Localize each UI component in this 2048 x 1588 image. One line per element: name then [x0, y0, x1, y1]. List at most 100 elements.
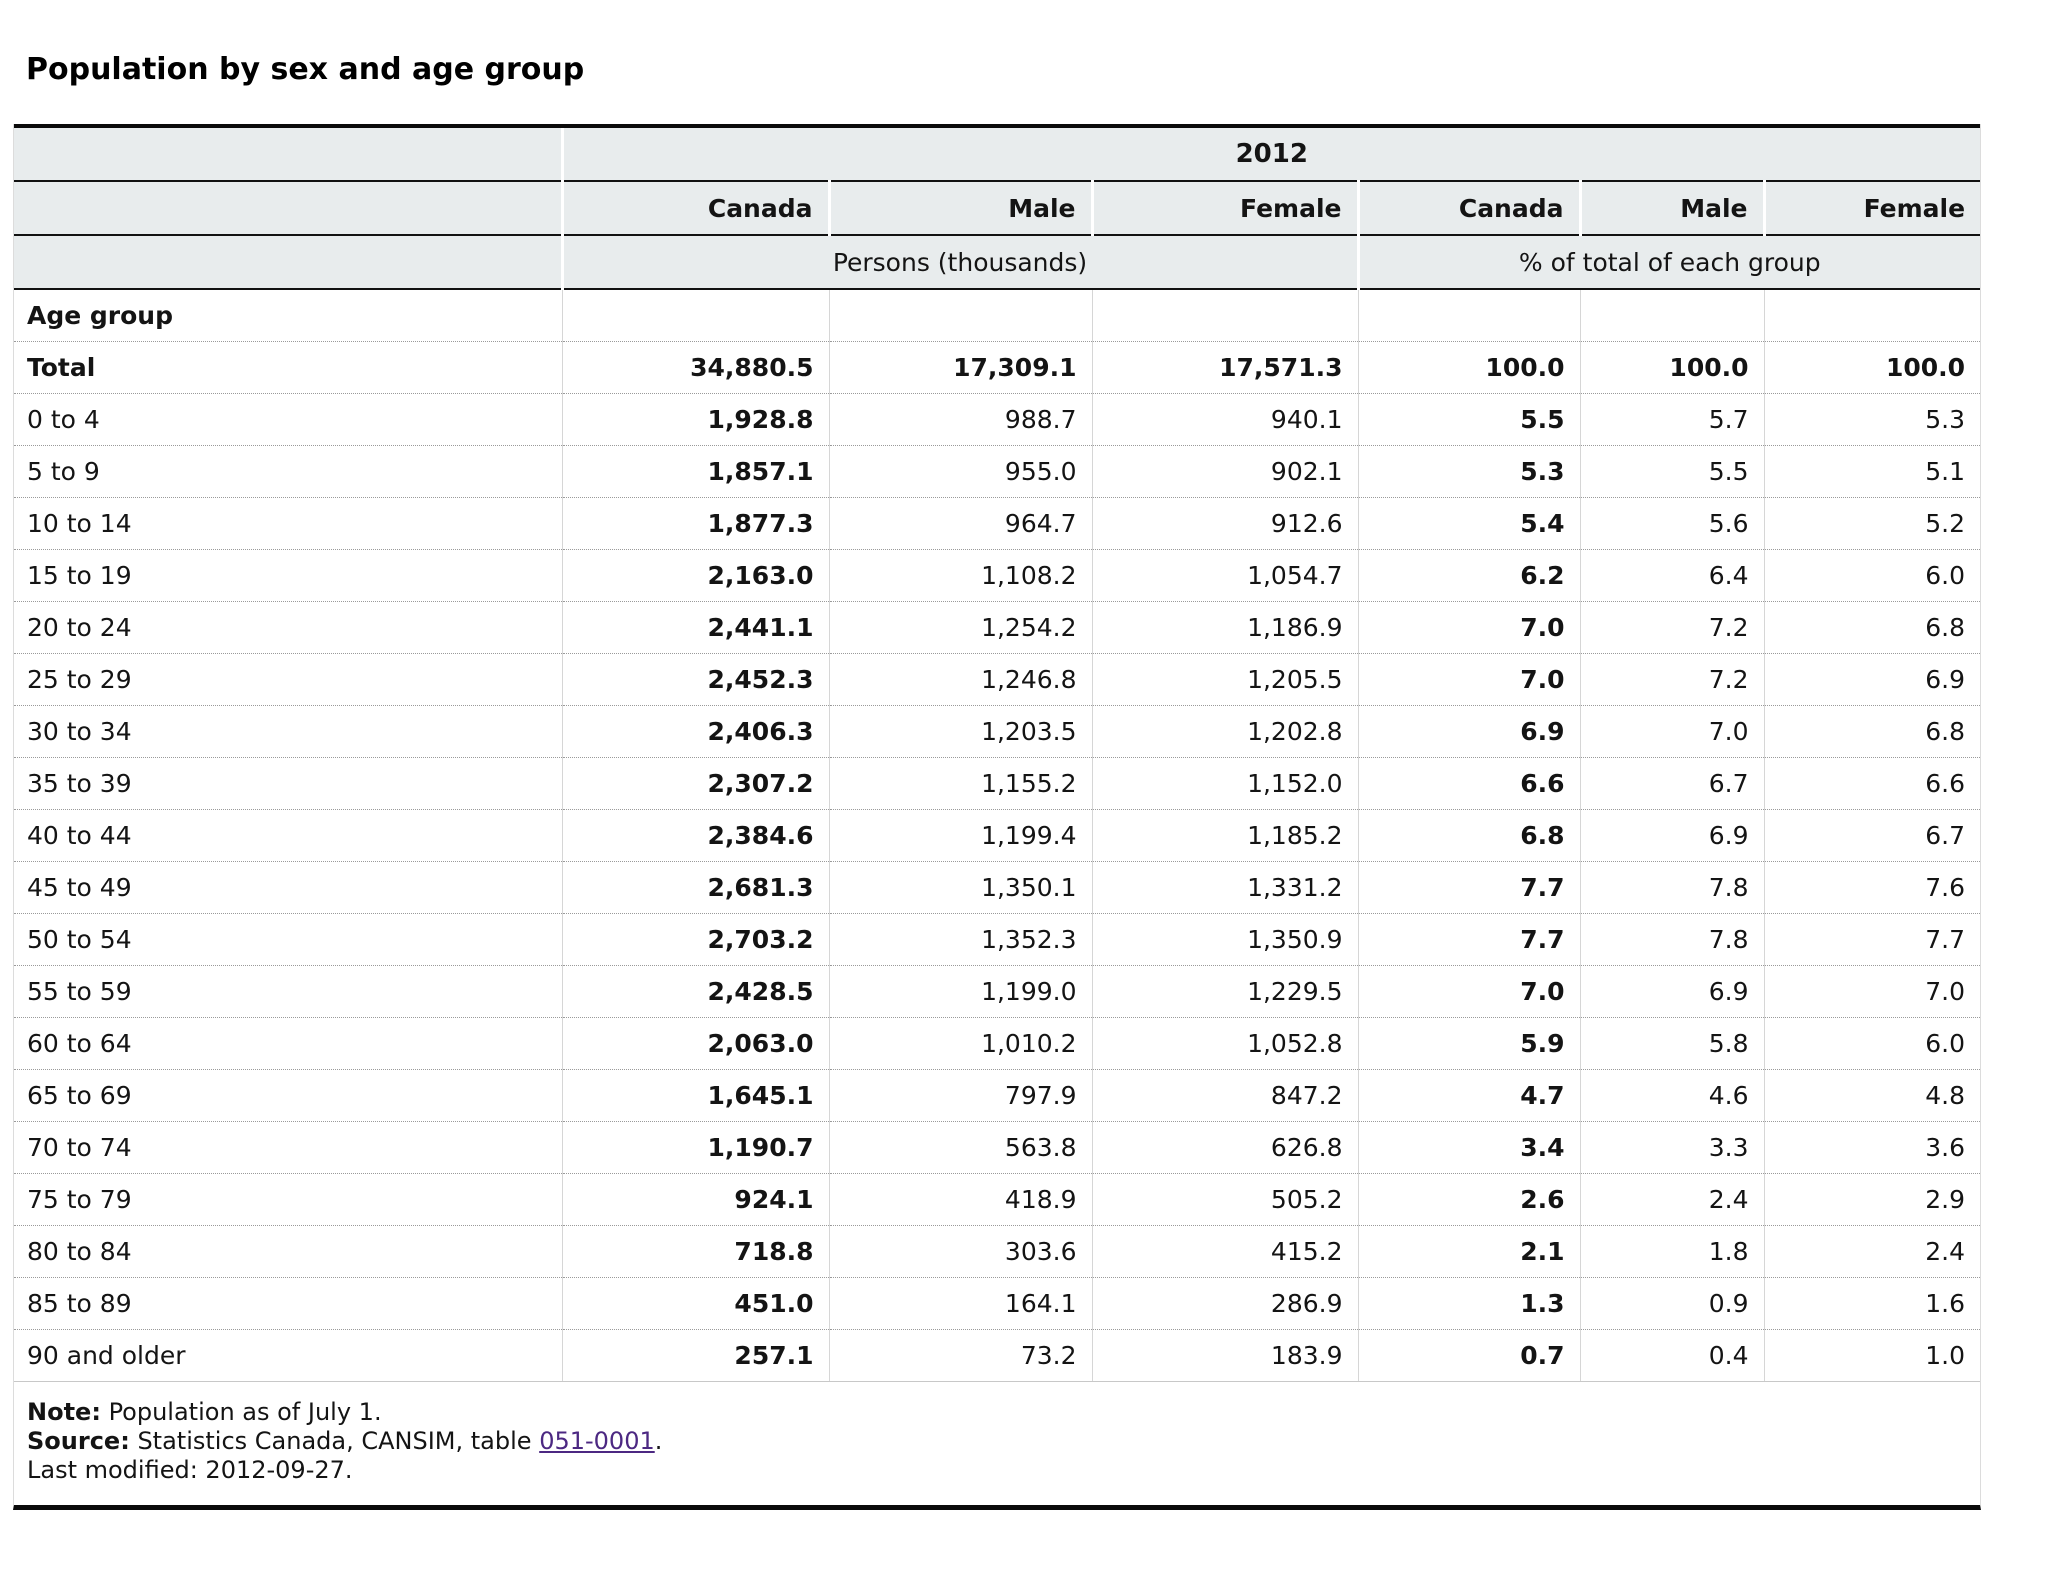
cell-value: 1,054.7 [1091, 549, 1358, 602]
cell-value: 7.2 [1579, 601, 1764, 654]
row-label: 35 to 39 [14, 757, 562, 810]
cell-value: 303.6 [828, 1225, 1092, 1278]
table-row: 80 to 84 718.8 303.6 415.2 2.1 1.8 2.4 [14, 1225, 1981, 1278]
table-row: 15 to 19 2,163.0 1,108.2 1,054.7 6.2 6.4 6.0 [14, 549, 1981, 602]
cell-value: 1,350.9 [1091, 913, 1358, 966]
table-row: 50 to 54 2,703.2 1,352.3 1,350.9 7.7 7.8 7.7 [14, 913, 1981, 966]
cell-value: 2,307.2 [561, 757, 829, 810]
cell-value: 1,190.7 [561, 1121, 829, 1174]
cell-value: 7.6 [1763, 861, 1981, 914]
cell-value: 5.8 [1579, 1017, 1764, 1070]
column-header-row: Canada Male Female Canada Male Female [14, 181, 1981, 236]
cell-value: 955.0 [828, 445, 1092, 498]
cell-value: 3.4 [1357, 1121, 1580, 1174]
cell-value: 912.6 [1091, 497, 1358, 550]
table-body: Age group Total 34,880.5 17,309.1 17,571.3 1… [14, 289, 1981, 1382]
row-label: 45 to 49 [14, 861, 562, 914]
column-header-female-percent: Female [1762, 181, 1981, 236]
table-row: 5 to 9 1,857.1 955.0 902.1 5.3 5.5 5.1 [14, 445, 1981, 498]
table-footnotes: Note: Population as of July 1. Source: S… [14, 1382, 1980, 1505]
cell-value: 2,703.2 [561, 913, 829, 966]
table-row: 20 to 24 2,441.1 1,254.2 1,186.9 7.0 7.2 6.8 [14, 601, 1981, 654]
cell-value: 6.8 [1763, 705, 1981, 758]
cell-value: 6.6 [1357, 757, 1580, 810]
note-line: Note: Population as of July 1. [27, 1398, 1980, 1427]
cell-value: 7.0 [1357, 965, 1580, 1018]
cell-value: 1,202.8 [1091, 705, 1358, 758]
year-header-row: 2012 [14, 126, 1981, 182]
cell-value: 5.3 [1357, 445, 1580, 498]
cell-value: 6.8 [1763, 601, 1981, 654]
empty-cell [1763, 289, 1981, 342]
cell-value: 2,452.3 [561, 653, 829, 706]
cell-value: 1.3 [1357, 1277, 1580, 1330]
cell-value: 4.6 [1579, 1069, 1764, 1122]
cell-value: 6.9 [1579, 809, 1764, 862]
cell-value: 1,350.1 [828, 861, 1092, 914]
cell-value: 0.4 [1579, 1329, 1764, 1382]
table-row: 35 to 39 2,307.2 1,155.2 1,152.0 6.6 6.7 6.6 [14, 757, 1981, 810]
cell-value: 183.9 [1091, 1329, 1358, 1382]
table-row: 65 to 69 1,645.1 797.9 847.2 4.7 4.6 4.8 [14, 1069, 1981, 1122]
table-header: 2012 Canada Male Female Canada Male Fema… [14, 126, 1981, 290]
cell-value: 6.2 [1357, 549, 1580, 602]
cell-value: 2.6 [1357, 1173, 1580, 1226]
cell-value: 718.8 [561, 1225, 829, 1278]
cell-value: 1,352.3 [828, 913, 1092, 966]
cell-value: 2,063.0 [561, 1017, 829, 1070]
cell-value: 902.1 [1091, 445, 1358, 498]
cell-value: 6.9 [1357, 705, 1580, 758]
cell-value: 1,645.1 [561, 1069, 829, 1122]
cell-value: 7.0 [1763, 965, 1981, 1018]
cell-value: 2.1 [1357, 1225, 1580, 1278]
year-header: 2012 [560, 126, 1981, 182]
cell-value: 1,152.0 [1091, 757, 1358, 810]
row-label: 10 to 14 [14, 497, 562, 550]
cell-value: 1,186.9 [1091, 601, 1358, 654]
stub-spacer [14, 126, 562, 182]
cell-value: 5.5 [1579, 445, 1764, 498]
cell-value: 7.2 [1579, 653, 1764, 706]
cell-value: 5.3 [1763, 393, 1981, 446]
row-label: 60 to 64 [14, 1017, 562, 1070]
row-label: 30 to 34 [14, 705, 562, 758]
cell-value: 7.0 [1357, 601, 1580, 654]
stub-spacer [14, 181, 562, 236]
cell-value: 415.2 [1091, 1225, 1358, 1278]
row-label: Total [14, 341, 562, 394]
cell-value: 100.0 [1763, 341, 1981, 394]
row-label: 65 to 69 [14, 1069, 562, 1122]
cell-value: 6.8 [1357, 809, 1580, 862]
source-suffix: . [654, 1427, 663, 1455]
cell-value: 34,880.5 [561, 341, 829, 394]
row-label: 40 to 44 [14, 809, 562, 862]
empty-cell [561, 289, 829, 342]
cell-value: 1,877.3 [561, 497, 829, 550]
cell-value: 2,384.6 [561, 809, 829, 862]
row-label: 55 to 59 [14, 965, 562, 1018]
row-label: 15 to 19 [14, 549, 562, 602]
cell-value: 1,928.8 [561, 393, 829, 446]
cell-value: 1,155.2 [828, 757, 1092, 810]
cell-value: 6.4 [1579, 549, 1764, 602]
cell-value: 6.6 [1763, 757, 1981, 810]
note-text: Population as of July 1. [108, 1398, 382, 1426]
cell-value: 5.5 [1357, 393, 1580, 446]
cell-value: 964.7 [828, 497, 1092, 550]
cell-value: 17,571.3 [1091, 341, 1358, 394]
cell-value: 3.6 [1763, 1121, 1981, 1174]
row-label: 90 and older [14, 1329, 562, 1382]
cell-value: 1,185.2 [1091, 809, 1358, 862]
cell-value: 1.8 [1579, 1225, 1764, 1278]
table-row: 90 and older 257.1 73.2 183.9 0.7 0.4 1.0 [14, 1329, 1981, 1382]
source-table-link[interactable]: 051-0001 [539, 1427, 655, 1455]
cell-value: 1,199.4 [828, 809, 1092, 862]
population-table: 2012 Canada Male Female Canada Male Fema… [14, 124, 1981, 1382]
source-label: Source: [27, 1427, 130, 1455]
table-row: 25 to 29 2,452.3 1,246.8 1,205.5 7.0 7.2 6.9 [14, 653, 1981, 706]
cell-value: 0.9 [1579, 1277, 1764, 1330]
cell-value: 4.8 [1763, 1069, 1981, 1122]
cell-value: 7.7 [1357, 861, 1580, 914]
cell-value: 1,254.2 [828, 601, 1092, 654]
row-label: 85 to 89 [14, 1277, 562, 1330]
